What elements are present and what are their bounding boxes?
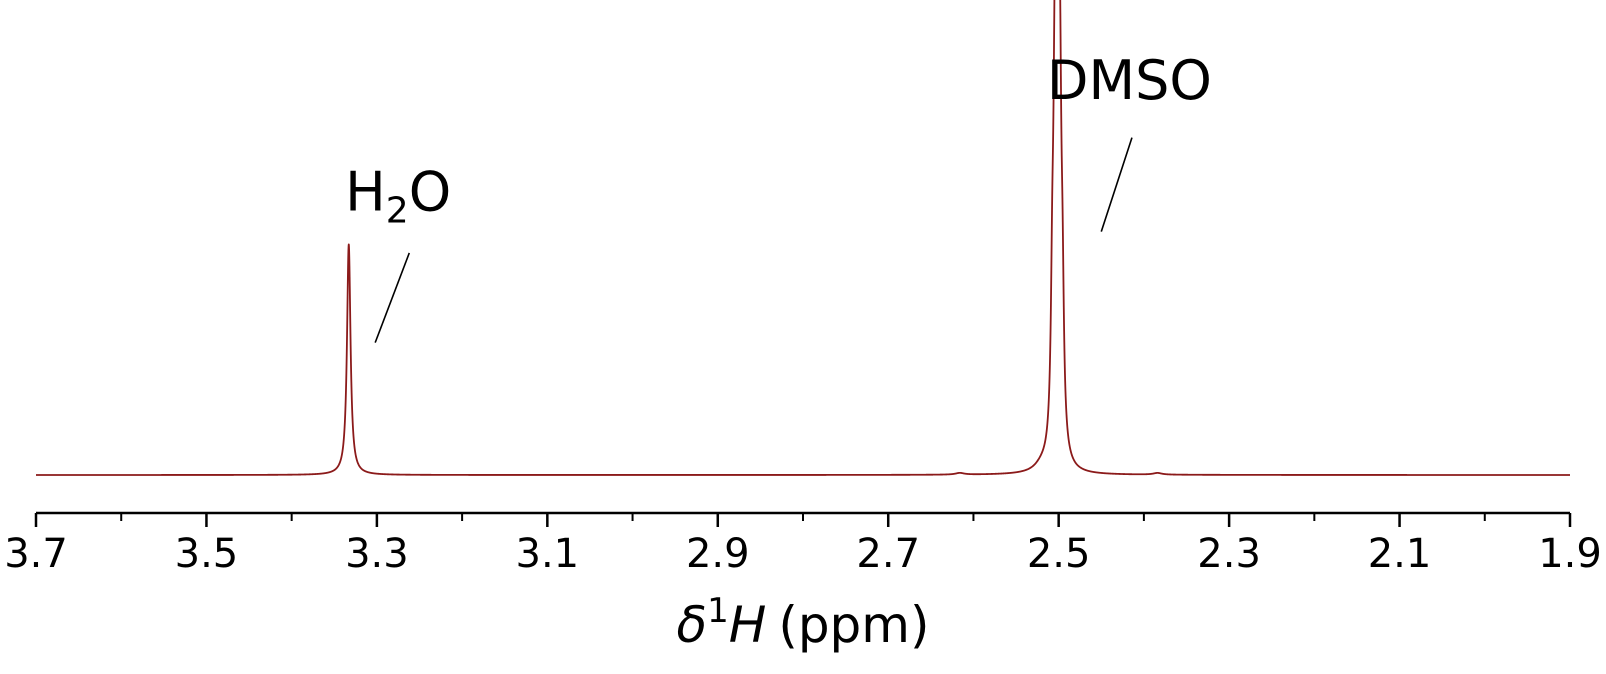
x-axis: 3.7 3.5 3.3 3.1 2.9 2.7 2.5 2.3 2.1 1.9 (4, 511, 1602, 577)
x-tick-label: 2.5 (1027, 531, 1091, 577)
x-tick-label: 3.1 (516, 531, 580, 577)
x-tick-label: 2.7 (856, 531, 920, 577)
x-tick-label: 1.9 (1538, 531, 1602, 577)
water-label: H2O (345, 160, 451, 231)
x-tick-label: 2.3 (1197, 531, 1261, 577)
dmso-label: DMSO (1047, 49, 1212, 112)
plot-area (35, 0, 1571, 476)
x-tick-label: 3.7 (4, 531, 68, 577)
x-axis-label-unit: (ppm) (778, 596, 929, 654)
x-tick-label: 2.1 (1368, 531, 1432, 577)
water-leader-line (374, 252, 411, 343)
x-tick-label: 3.5 (175, 531, 239, 577)
dmso-leader-line (1100, 137, 1133, 232)
x-axis-label-superscript: 1 (707, 591, 729, 631)
x-tick-label: 3.3 (345, 531, 409, 577)
x-axis-label-delta: δ (676, 596, 707, 654)
x-axis-label-nucleus: H (729, 596, 767, 654)
x-tick-label: 2.9 (686, 531, 750, 577)
annotations: H2O DMSO (345, 49, 1212, 343)
spectrum-series-line (35, 0, 1571, 476)
x-axis-label: δ1H (ppm) (676, 591, 929, 654)
